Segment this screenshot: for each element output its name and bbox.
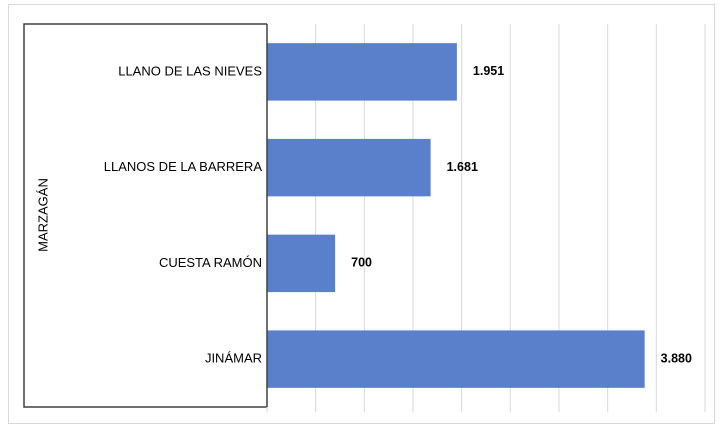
bar bbox=[267, 43, 457, 101]
data-label: 1.681 bbox=[447, 160, 478, 174]
y-tick-label: LLANOS DE LA BARRERA bbox=[104, 159, 263, 174]
bar bbox=[267, 330, 645, 388]
data-label: 3.880 bbox=[661, 351, 692, 365]
y-tick-label: JINÁMAR bbox=[205, 351, 262, 366]
y-tick-label: LLANO DE LAS NIEVES bbox=[118, 63, 262, 78]
category-box bbox=[23, 23, 267, 408]
bar bbox=[267, 138, 431, 197]
group-label: MARZAGÁN bbox=[35, 178, 50, 252]
data-label: 700 bbox=[351, 256, 372, 270]
y-tick-label: CUESTA RAMÓN bbox=[159, 255, 262, 270]
bar bbox=[267, 234, 336, 293]
data-label: 1.951 bbox=[473, 64, 504, 78]
